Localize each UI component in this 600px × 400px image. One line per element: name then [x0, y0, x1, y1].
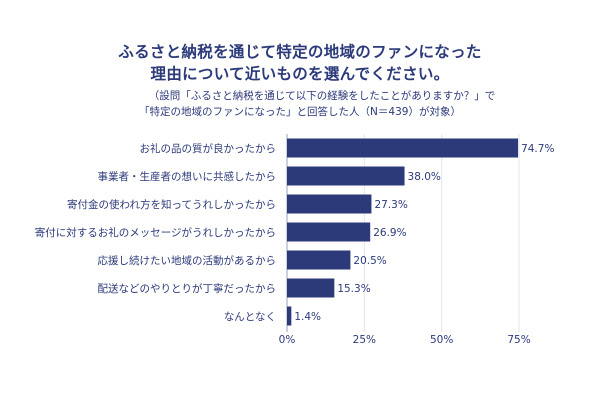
category-label: なんとなく — [224, 311, 276, 323]
category-label: 事業者・生産者の想いに共感したから — [98, 170, 277, 183]
x-tick-label: 25% — [353, 334, 376, 346]
bar — [287, 194, 372, 214]
category-label: 寄付金の使われ方を知ってうれしかったから — [67, 198, 276, 211]
chart-note-line-2: 「特定の地域のファンになった」と回答した人（N＝439）が対象） — [139, 106, 461, 118]
x-tick-label: 75% — [507, 334, 530, 346]
bar — [287, 250, 351, 270]
value-label: 1.4% — [294, 311, 321, 323]
x-tick-label: 0% — [279, 334, 296, 346]
chart-title-line-2: 理由について近いものを選んでください。 — [150, 65, 450, 83]
chart-title-line-1: ふるさと納税を通じて特定の地域のファンになった — [118, 43, 482, 61]
value-label: 74.7% — [521, 143, 554, 155]
category-label: お礼の品の質が良かったから — [140, 142, 277, 155]
bar — [287, 166, 405, 186]
value-label: 15.3% — [337, 283, 370, 295]
bar — [287, 306, 292, 326]
x-tick-label: 50% — [430, 334, 453, 346]
value-label: 38.0% — [408, 171, 441, 183]
value-label: 20.5% — [353, 255, 386, 267]
bar — [287, 222, 371, 242]
category-label: 配送などのやりとりが丁寧だったから — [98, 282, 277, 295]
chart-note-line-1: （設問「ふるさと納税を通じて以下の経験をしたことがありますか？」で — [148, 90, 496, 102]
category-label: 寄付に対するお礼のメッセージがうれしかったから — [35, 226, 276, 239]
category-label: 応援し続けたい地域の活動があるから — [98, 254, 277, 267]
bar — [287, 278, 335, 298]
value-label: 27.3% — [374, 199, 407, 211]
bar — [287, 138, 519, 158]
value-label: 26.9% — [373, 227, 406, 239]
